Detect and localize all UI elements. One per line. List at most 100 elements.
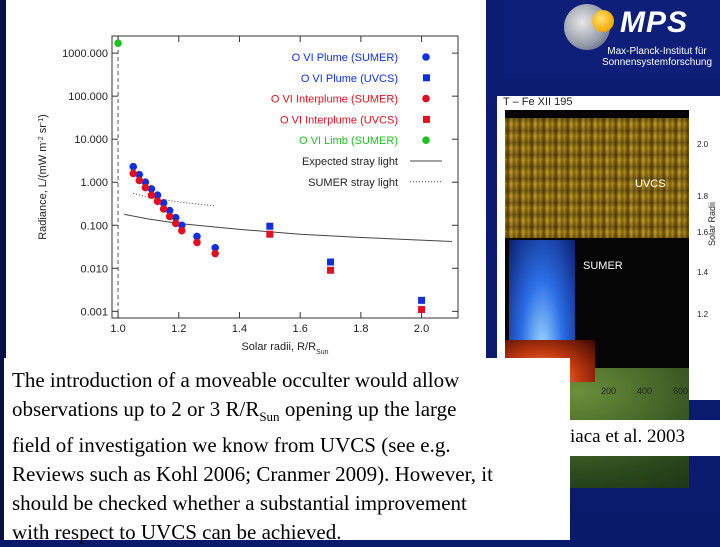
- plot-legend: O VI Plume (SUMER) O VI Plume (UVCS) O VI …: [271, 52, 442, 189]
- x-tick-label: 1.6: [293, 323, 308, 335]
- legend-circle-swatch: [422, 53, 430, 61]
- data-point-square: [266, 222, 274, 230]
- y-tick-label: 1000.000: [62, 48, 108, 60]
- caption-line-5: should be checked whether a substantial …: [12, 491, 467, 516]
- x-tick-label: 2.0: [414, 323, 429, 335]
- citation-box: iaca et al. 2003: [570, 420, 720, 456]
- composite-title: T – Fe XII 195: [503, 96, 573, 108]
- legend-label: O VI Interplume (SUMER): [271, 94, 398, 106]
- caption-line-1: The introduction of a moveable occulter …: [12, 368, 460, 392]
- composite-y-tick: 1.6: [697, 228, 709, 237]
- composite-x-tick: 400: [637, 386, 653, 396]
- data-point-circle: [129, 162, 138, 171]
- sun-disc-icon: [564, 4, 614, 50]
- caption-line-6: with respect to UVCS can be achieved.: [12, 520, 342, 545]
- data-point-circle: [153, 197, 162, 206]
- composite-x-tick: 600: [673, 386, 689, 396]
- data-point-circle: [171, 213, 180, 222]
- composite-y-tick: 1.4: [697, 268, 709, 277]
- data-point-square: [266, 230, 274, 238]
- data-point-circle: [141, 183, 150, 192]
- radiance-plot: 1000.000 100.000 10.000 1.000 0.100 0.010 0.00…: [6, 0, 486, 360]
- caption-line-2-post: opening up the large: [279, 397, 457, 421]
- radiance-chart-svg: 1000.000 100.000 10.000 1.000 0.100 0.010 0.00…: [37, 35, 459, 356]
- data-point-circle: [147, 185, 156, 193]
- data-point-circle: [165, 206, 174, 215]
- sumer-plume-image: [509, 240, 575, 350]
- data-point-circle: [135, 176, 144, 185]
- y-tick-label: 100.000: [68, 91, 108, 103]
- uvcs-label: UVCS: [635, 178, 666, 190]
- legend-label: O VI Interplume (UVCS): [280, 114, 398, 126]
- composite-y-label: Solar Radii: [707, 201, 717, 246]
- data-point-circle: [193, 232, 201, 241]
- caption-line-3: field of investigation we know from UVCS…: [12, 433, 451, 458]
- data-point-circle: [211, 243, 219, 252]
- caption-line-2-pre: observations up to 2 or 3 R/R: [12, 397, 260, 421]
- legend-label: O VI Plume (UVCS): [301, 73, 398, 85]
- composite-y-tick: 2.0: [697, 140, 709, 149]
- data-point-circle: [211, 249, 219, 258]
- data-point-circle: [129, 169, 138, 178]
- legend-label: O VI Limb (SUMER): [299, 135, 398, 147]
- data-point-square: [418, 296, 426, 304]
- data-point-circle: [159, 205, 168, 213]
- data-point-circle: [165, 212, 174, 221]
- logo-mps-text: MPS: [620, 6, 689, 39]
- mps-logo: MPS Max-Planck-Institut für Sonnensystem…: [504, 0, 720, 78]
- legend-circle-swatch: [422, 136, 430, 144]
- data-point-square: [327, 258, 335, 266]
- caption-box: The introduction of a moveable occulter …: [4, 358, 570, 544]
- caption-line-2-sub: Sun: [259, 409, 280, 425]
- x-tick-label: 1.2: [171, 323, 186, 335]
- x-tick-label: 1.8: [353, 323, 368, 335]
- x-tick-label: 1.4: [232, 323, 247, 335]
- data-point-circle: [178, 226, 186, 235]
- caption-line-4: Reviews such as Kohl 2006; Cranmer 2009)…: [12, 462, 493, 487]
- left-stripe: [0, 0, 6, 540]
- y-tick-label: 0.001: [80, 306, 108, 318]
- data-point-circle: [147, 191, 156, 199]
- y-tick-label: 1.000: [80, 177, 108, 189]
- composite-y-axis: 2.0 1.8 1.6 1.4 1.2: [697, 110, 717, 382]
- data-point-circle: [178, 221, 186, 230]
- solar-composite-image: T – Fe XII 195 UVCS SUMER 2.0 1.8 1.6 1.…: [409, 96, 720, 488]
- uvcs-spectral-band: [505, 118, 689, 238]
- caption-text: The introduction of a moveable occulter …: [4, 358, 570, 547]
- data-point-square: [327, 266, 335, 274]
- data-point-circle: [141, 178, 150, 187]
- data-point-circle: [193, 238, 201, 247]
- composite-y-tick: 1.8: [697, 192, 709, 201]
- sumer-label: SUMER: [583, 260, 623, 272]
- logo-line-1: Max-Planck-Institut für: [607, 46, 707, 57]
- data-point-circle: [135, 170, 144, 179]
- logo-institute-name: Max-Planck-Institut für Sonnensystemfors…: [596, 46, 718, 68]
- data-point-square: [418, 306, 426, 314]
- y-tick-label: 10.000: [74, 134, 108, 146]
- x-tick-label: 1.0: [110, 323, 125, 335]
- legend-label: SUMER stray light: [308, 177, 398, 189]
- data-point-circle: [171, 219, 180, 228]
- data-point-circle: [153, 191, 162, 199]
- data-points: [114, 39, 426, 314]
- logo-line-2: Sonnensystemforschung: [601, 57, 713, 68]
- composite-x-tick: 200: [601, 386, 617, 396]
- citation-text: iaca et al. 2003: [570, 426, 686, 447]
- composite-y-tick: 1.2: [697, 310, 709, 319]
- data-point-circle: [159, 199, 168, 207]
- y-axis-ticks: 1000.000 100.000 10.000 1.000 0.100 0.010 0.00…: [62, 48, 458, 318]
- plot-frame: [111, 35, 459, 319]
- composite-image-area: UVCS SUMER: [409, 110, 689, 488]
- y-axis-label: Radiance, L/(mW m-2 sr-1): [37, 114, 49, 240]
- legend-label: O VI Plume (SUMER): [292, 52, 398, 64]
- stray-light-line: [133, 192, 216, 207]
- y-tick-label: 0.010: [80, 263, 108, 275]
- data-point-circle: [114, 39, 122, 48]
- y-tick-label: 0.100: [80, 220, 108, 232]
- stray-light-lines: [124, 192, 452, 242]
- legend-square-swatch: [423, 115, 430, 123]
- stray-light-line: [124, 213, 452, 242]
- legend-square-swatch: [423, 74, 430, 82]
- x-axis-label: Solar radii, R/RSun: [241, 341, 328, 356]
- legend-label: Expected stray light: [302, 156, 398, 168]
